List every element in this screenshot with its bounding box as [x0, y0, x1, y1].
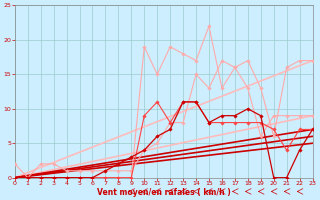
X-axis label: Vent moyen/en rafales ( km/h ): Vent moyen/en rafales ( km/h ) — [97, 188, 230, 197]
